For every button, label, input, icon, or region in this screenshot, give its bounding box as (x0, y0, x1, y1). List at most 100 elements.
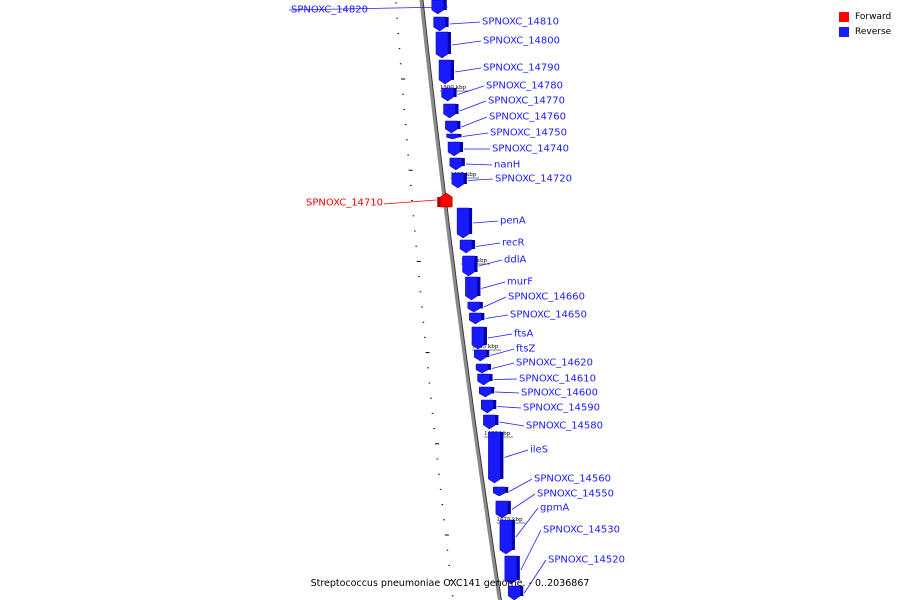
leader-gpmA (515, 507, 539, 538)
gene-SPNOXC_14650 (469, 312, 482, 325)
gene-label: murF (507, 277, 533, 288)
gene-SPNOXC_14620 (475, 363, 489, 374)
leader-SPNOXC_14770 (459, 100, 487, 112)
gene-ftsZ-side (486, 350, 490, 358)
gene-SPNOXC_14560 (493, 486, 506, 497)
gene-SPNOXC_14740 (447, 141, 461, 157)
gene-label: SPNOXC_14650 (510, 310, 587, 321)
leader-SPNOXC_14750 (462, 132, 489, 137)
leader-SPNOXC_14660 (483, 296, 507, 308)
gene-SPNOXC_14610-side (489, 374, 493, 382)
gene-recR-side (472, 240, 476, 249)
gene-SPNOXC_14590 (481, 399, 494, 414)
gene-ddlA (462, 255, 475, 277)
leader-SPNOXC_14800 (451, 40, 482, 46)
leader-SPNOXC_14720 (467, 178, 494, 181)
gene-SPNOXC_14650-side (481, 313, 485, 321)
gene-label: SPNOXC_14580 (526, 421, 603, 432)
gene-SPNOXC_14760-side (457, 121, 461, 129)
minor-ticks (395, 2, 454, 597)
gene-label: SPNOXC_14720 (495, 174, 572, 185)
reverse-swatch (839, 26, 849, 37)
leader-recR (475, 242, 501, 247)
gene-label: SPNOXC_14610 (519, 374, 596, 385)
gene-SPNOXC_14660-side (479, 302, 483, 309)
gene-SPNOXC_14520 (508, 585, 521, 600)
forward-swatch (839, 11, 849, 22)
gene-murF-side (477, 277, 481, 296)
gene-label: ftsA (514, 329, 533, 340)
tick-label: 1485 kbp (472, 344, 499, 350)
leader-SPNOXC_14820 (288, 6, 448, 11)
leader-SPNOXC_14790 (454, 67, 482, 73)
legend-reverse: Reverse (839, 24, 891, 39)
gene-ftsA-side (483, 327, 487, 345)
gene-SPNOXC_14580-side (495, 415, 499, 425)
gene-label: SPNOXC_14760 (489, 112, 566, 123)
gene-label: ftsZ (516, 344, 535, 355)
leader-ftsZ (490, 348, 515, 356)
leader-ileS (504, 449, 529, 458)
genome-caption: Streptococcus pneumoniae OXC141 genome. … (310, 578, 590, 589)
gene-label: SPNOXC_14520 (548, 555, 625, 566)
gene-label: SPNOXC_14780 (486, 81, 563, 92)
gene-label: SPNOXC_14790 (483, 63, 560, 74)
forward-label: Forward (855, 11, 892, 22)
leader-SPNOXC_14650 (485, 314, 509, 319)
gene-SPNOXC_14710-side (437, 197, 441, 207)
gene-SPNOXC_14780-side (453, 88, 457, 97)
gene-label: SPNOXC_14620 (516, 358, 593, 369)
gene-SPNOXC_14770-side (455, 104, 459, 114)
leader-SPNOXC_14520 (523, 559, 547, 594)
gene-SPNOXC_14560-side (505, 487, 509, 493)
gene-label: nanH (494, 160, 520, 171)
gene-penA (456, 207, 470, 239)
gene-ftsA (471, 326, 485, 350)
gene-ddlA-side (474, 256, 478, 272)
leader-SPNOXC_14780 (457, 85, 485, 95)
gene-label: SPNOXC_14770 (488, 96, 565, 107)
gene-nanH (449, 157, 463, 171)
gene-label: SPNOXC_14750 (490, 128, 567, 139)
gene-label: SPNOXC_14530 (543, 525, 620, 536)
gene-SPNOXC_14760 (445, 120, 458, 134)
gene-label: ddlA (504, 255, 526, 266)
gene-SPNOXC_14710 (439, 192, 453, 208)
backbone-edge (422, 0, 502, 600)
leader-SPNOXC_14560 (509, 478, 533, 492)
gene-SPNOXC_14790 (438, 59, 452, 85)
gene-label: SPNOXC_14810 (482, 17, 559, 28)
leader-nanH (465, 163, 493, 166)
gene-gpmA (499, 519, 513, 555)
gene-label: SPNOXC_14740 (492, 144, 569, 155)
gene-SPNOXC_14600-side (491, 387, 495, 394)
gene-SPNOXC_14810-side (445, 17, 449, 27)
gene-SPNOXC_14580 (483, 414, 496, 430)
gene-label: SPNOXC_14550 (537, 489, 614, 500)
leader-penA (473, 220, 499, 224)
leader-SPNOXC_14580 (499, 421, 525, 427)
leader-murF (481, 281, 506, 289)
gene-label: SPNOXC_14590 (523, 403, 600, 414)
leader-ddlA (478, 259, 503, 267)
gene-SPNOXC_14600 (479, 386, 492, 398)
gene-gpmA-side (511, 520, 515, 550)
genome-backbone (419, 0, 502, 600)
gene-SPNOXC_14720 (451, 172, 465, 189)
legend-forward: Forward (839, 9, 891, 24)
gene-penA-side (469, 208, 473, 234)
gene-SPNOXC_14740-side (460, 142, 464, 152)
gene-label: SPNOXC_14800 (483, 36, 560, 47)
gene-labels: SPNOXC_14820 SPNOXC_14810 SPNOXC_14800 SPNO… (291, 5, 625, 566)
gene-ftsZ (474, 349, 487, 362)
gene-SPNOXC_14520-side (520, 586, 524, 596)
leader-SPNOXC_14710 (383, 199, 437, 205)
strand-legend: Forward Reverse (839, 9, 891, 39)
backbone-line (419, 0, 501, 600)
gene-SPNOXC_14660 (467, 301, 481, 313)
gene-label: SPNOXC_14600 (521, 388, 598, 399)
leader-SPNOXC_14590 (497, 406, 522, 409)
gene-SPNOXC_14720-side (463, 173, 467, 184)
gene-SPNOXC_14530 (504, 555, 518, 585)
